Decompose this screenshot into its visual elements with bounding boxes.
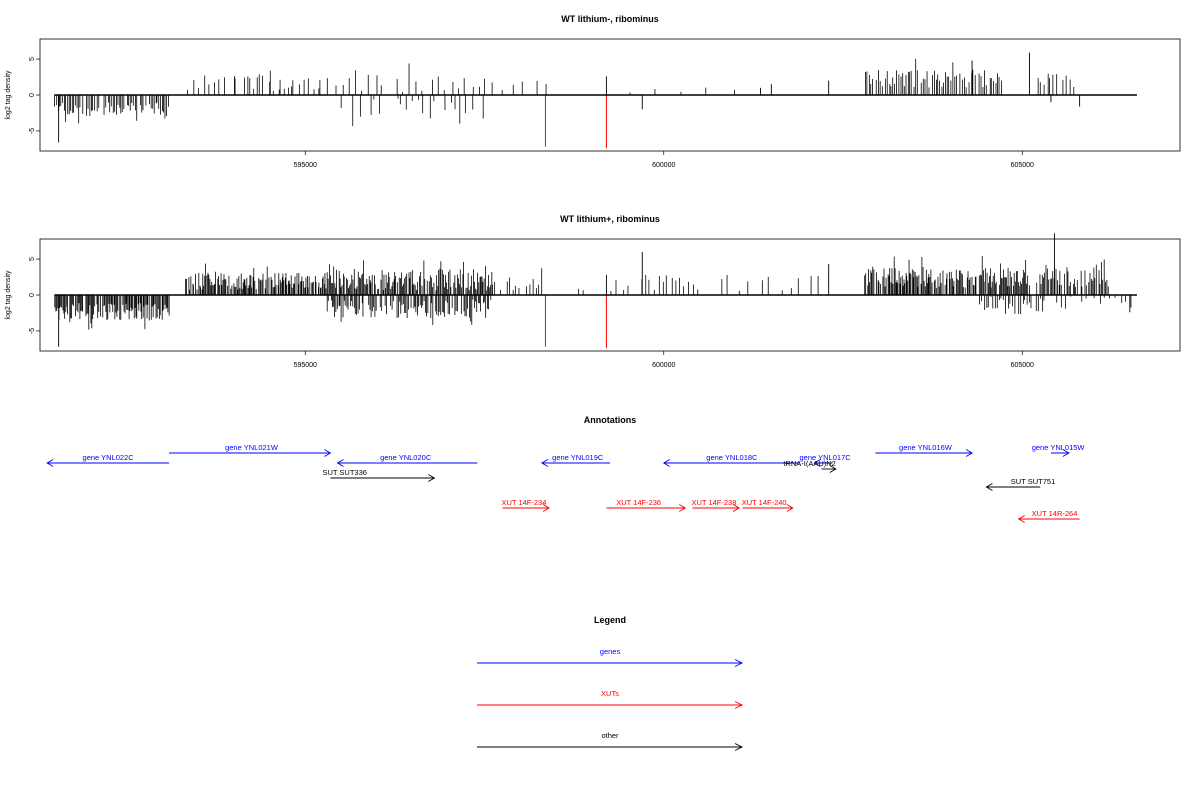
legend-arrow-head	[734, 701, 744, 709]
bar-marks	[54, 233, 1137, 349]
legend-label: XUTs	[601, 689, 619, 698]
legend-item-other: other	[477, 731, 744, 751]
feature-arrow: SUT SUT336	[322, 468, 436, 482]
feature-label: gene YNL022C	[83, 453, 135, 462]
y-tick-label: 5	[29, 257, 36, 261]
legend-arrow-head	[734, 659, 744, 667]
feature-label: XUT 14F-240	[742, 498, 787, 507]
arrow-head	[813, 459, 821, 467]
arrow-head	[829, 465, 837, 473]
feature-label: tRNA-I(AAU)N2	[783, 459, 836, 468]
legend-label: other	[601, 731, 619, 740]
feature-label: XUT 14F-234	[502, 498, 547, 507]
feature-arrow: gene YNL022C	[46, 453, 170, 467]
feature-label: SUT SUT336	[322, 468, 366, 477]
feature-label: gene YNL018C	[706, 453, 758, 462]
legend-item-genes: genes	[477, 647, 744, 667]
track-title: WT lithium+, ribominus	[560, 214, 660, 224]
arrow-head	[542, 504, 550, 512]
feature-label: gene YNL015W	[1032, 443, 1086, 452]
annotation-features: gene YNL022C gene YNL021W gene YNL020C gene…	[46, 443, 1086, 523]
feature-arrow: XUT 14F-234	[502, 498, 550, 512]
legend-panel: Legend genes XUTs other	[477, 615, 744, 751]
feature-label: XUT 14R-264	[1032, 509, 1078, 518]
feature-label: XUT 14F-238	[692, 498, 737, 507]
arrow-head	[662, 459, 671, 467]
track-panel-lithium-plus: WT lithium+, ribominus log2 tag density …	[5, 214, 1181, 369]
feature-arrow: XUT 14F-238	[692, 498, 740, 512]
feature-arrow: gene YNL017C	[800, 453, 852, 467]
arrow-head	[46, 459, 54, 467]
x-tick-label: 600000	[652, 162, 675, 169]
feature-label: gene YNL021W	[225, 443, 279, 452]
axes: 5 0 -5 595000 600000 605000	[29, 57, 1034, 169]
feature-label: gene YNL020C	[380, 453, 432, 462]
arrow-head	[985, 483, 993, 491]
feature-arrow: XUT 14F-240	[742, 498, 794, 512]
track-title: WT lithium-, ribominus	[561, 14, 659, 24]
feature-arrow: gene YNL018C	[662, 453, 800, 467]
feature-label: gene YNL019C	[552, 453, 604, 462]
legend-items: genes XUTs other	[477, 647, 744, 751]
legend-arrow-head	[734, 743, 744, 751]
arrow-head	[786, 504, 794, 512]
legend-title: Legend	[594, 615, 626, 625]
y-tick-label: 0	[29, 93, 36, 97]
y-tick-label: -5	[29, 128, 36, 134]
legend-label: genes	[600, 647, 621, 656]
y-axis-label: log2 tag density	[5, 270, 12, 320]
feature-label: gene YNL016W	[899, 443, 953, 452]
arrow-head	[540, 459, 549, 467]
feature-arrow: gene YNL020C	[336, 453, 478, 467]
arrow-head	[679, 504, 687, 512]
feature-arrow: gene YNL015W	[1032, 443, 1086, 457]
arrow-head	[336, 459, 344, 467]
arrow-head	[965, 449, 973, 457]
axes: 5 0 -5 595000 600000 605000	[29, 257, 1034, 369]
x-tick-label: 600000	[652, 362, 675, 369]
x-tick-label: 605000	[1011, 162, 1034, 169]
arrow-head	[732, 504, 740, 512]
arrow-head	[1017, 515, 1025, 523]
x-tick-label: 595000	[294, 162, 317, 169]
feature-arrow: gene YNL019C	[540, 453, 610, 467]
x-tick-label: 595000	[294, 362, 317, 369]
feature-arrow: SUT SUT751	[985, 477, 1055, 491]
y-tick-label: 0	[29, 293, 36, 297]
y-tick-label: 5	[29, 57, 36, 61]
arrow-head	[428, 474, 436, 482]
feature-arrow: gene YNL016W	[875, 443, 973, 457]
feature-arrow: XUT 14F-236	[606, 498, 687, 512]
arrow-head	[324, 449, 332, 457]
legend-item-xuts: XUTs	[477, 689, 744, 709]
feature-arrow: XUT 14R-264	[1017, 509, 1080, 523]
arrow-head	[1062, 449, 1070, 457]
feature-arrow: gene YNL021W	[169, 443, 332, 457]
feature-label: gene YNL017C	[800, 453, 852, 462]
y-tick-label: -5	[29, 328, 36, 334]
y-axis-label: log2 tag density	[5, 70, 12, 120]
feature-label: SUT SUT751	[1011, 477, 1055, 486]
track-panel-lithium-minus: WT lithium-, ribominus log2 tag density …	[5, 14, 1181, 169]
x-tick-label: 605000	[1011, 362, 1034, 369]
feature-arrow: tRNA-I(AAU)N2	[783, 459, 837, 473]
bar-marks	[54, 52, 1137, 149]
annotations-title: Annotations	[584, 415, 637, 425]
feature-label: XUT 14F-236	[616, 498, 661, 507]
